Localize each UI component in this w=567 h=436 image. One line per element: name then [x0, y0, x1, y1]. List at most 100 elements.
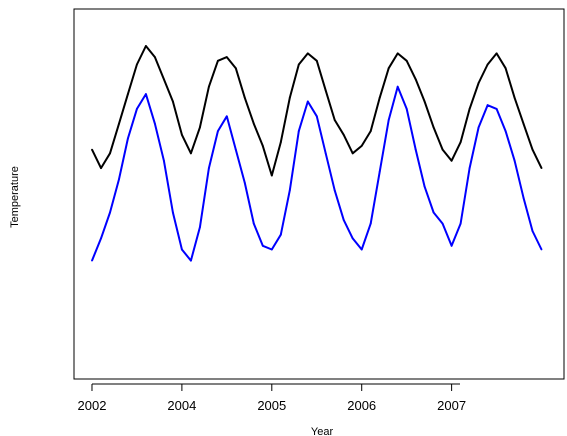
series-1-point [91, 148, 93, 151]
series-2-point [297, 130, 300, 133]
x-tick-label: 2005 [257, 398, 286, 413]
series-1-point [405, 59, 408, 62]
series-2-point [136, 108, 138, 110]
series-2-point [477, 126, 480, 129]
series-2-point [252, 222, 255, 225]
series-2-point [315, 115, 318, 118]
series-1-point [468, 108, 471, 110]
series-2-point [154, 122, 156, 125]
series-1-point [243, 96, 246, 99]
series-2-point [324, 152, 327, 155]
series-1-point [432, 126, 435, 129]
series-1-point [450, 159, 453, 162]
series-2-point [225, 115, 228, 118]
series-2-point [423, 185, 426, 188]
series-2-point [145, 93, 147, 95]
series-2-point [243, 182, 246, 184]
series-1-point [495, 52, 498, 55]
series-2-point [208, 167, 210, 170]
series-2-point [181, 248, 183, 251]
series-2-point [387, 119, 390, 121]
series-2-point [172, 211, 174, 214]
series-1-point [522, 122, 525, 125]
series-2-point [279, 233, 282, 236]
series-2-point [441, 222, 444, 225]
series-1-point [199, 126, 201, 129]
series-2-point [486, 104, 489, 107]
series-1-point [333, 119, 336, 121]
series-1-point [163, 78, 165, 81]
series-2-point [199, 226, 201, 229]
series-1-point [531, 148, 534, 151]
series-1-point [459, 141, 462, 144]
series-1-point [351, 152, 354, 155]
series-1-point [181, 133, 183, 136]
series-1-point [477, 82, 480, 84]
series-1-line [91, 45, 543, 177]
series-1-point [369, 130, 372, 133]
series-2-point [468, 167, 471, 170]
series-1-point [127, 93, 129, 95]
series-1-point [208, 85, 210, 88]
x-tick-label: 2002 [78, 398, 107, 413]
series-1-point [100, 167, 102, 170]
series-2-point [432, 211, 435, 214]
series-2-point [234, 148, 237, 151]
x-axis-label: Year [311, 426, 334, 436]
series-1-point [486, 63, 489, 66]
series-2-point [217, 130, 219, 133]
series-2-point [369, 222, 372, 225]
series-1-point [288, 96, 291, 99]
series-2-point [288, 189, 291, 192]
x-tick-label: 2007 [437, 398, 466, 413]
series-1-point [378, 96, 381, 99]
series-2-point [91, 259, 93, 262]
series-1-point [109, 152, 111, 155]
series-2-point [127, 137, 129, 140]
series-1-point [342, 133, 345, 136]
series-1-point [136, 63, 138, 66]
series-1 [91, 45, 543, 177]
series-2-point [163, 159, 165, 162]
series-1-point [387, 67, 390, 70]
series-2-point [360, 248, 363, 251]
series-1-point [396, 52, 399, 55]
x-tick-label: 2004 [167, 398, 196, 413]
series-2-point [118, 178, 120, 181]
series-1-point [306, 52, 309, 55]
series-2-point [378, 170, 381, 173]
series-2-point [342, 219, 345, 221]
series-1-point [234, 67, 237, 70]
series-2-point [306, 100, 309, 103]
series-1-point [261, 145, 264, 147]
y-axis-label: Temperature [9, 166, 21, 228]
series-1-point [441, 148, 444, 151]
series-2-point [459, 222, 462, 225]
series-1-point [360, 145, 363, 147]
series-1-point [279, 141, 282, 144]
series-1-point [270, 174, 273, 177]
series-2-point [270, 248, 273, 251]
series-1-point [540, 167, 543, 170]
series-2-point [531, 230, 534, 232]
series-2-point [261, 244, 264, 247]
series-2-point [333, 189, 336, 192]
series-2-point [522, 196, 525, 199]
series-1-point [324, 89, 327, 92]
series-2-point [504, 130, 507, 133]
series-2-point [100, 237, 102, 240]
series-1-point [252, 122, 255, 125]
x-ticks: 2002 2004 2005 2006 2007 [78, 384, 466, 413]
series-2-point [109, 211, 111, 214]
series-1-point [172, 100, 174, 103]
series-2-point [396, 85, 399, 88]
series-1-point [118, 122, 120, 125]
series-2-point [540, 248, 543, 251]
series-1-point [297, 63, 300, 66]
series-2-point [190, 259, 192, 262]
series-1-point [423, 100, 426, 103]
series-1-point [315, 59, 318, 62]
series-1-point [504, 67, 507, 70]
series-1-point [414, 78, 417, 81]
